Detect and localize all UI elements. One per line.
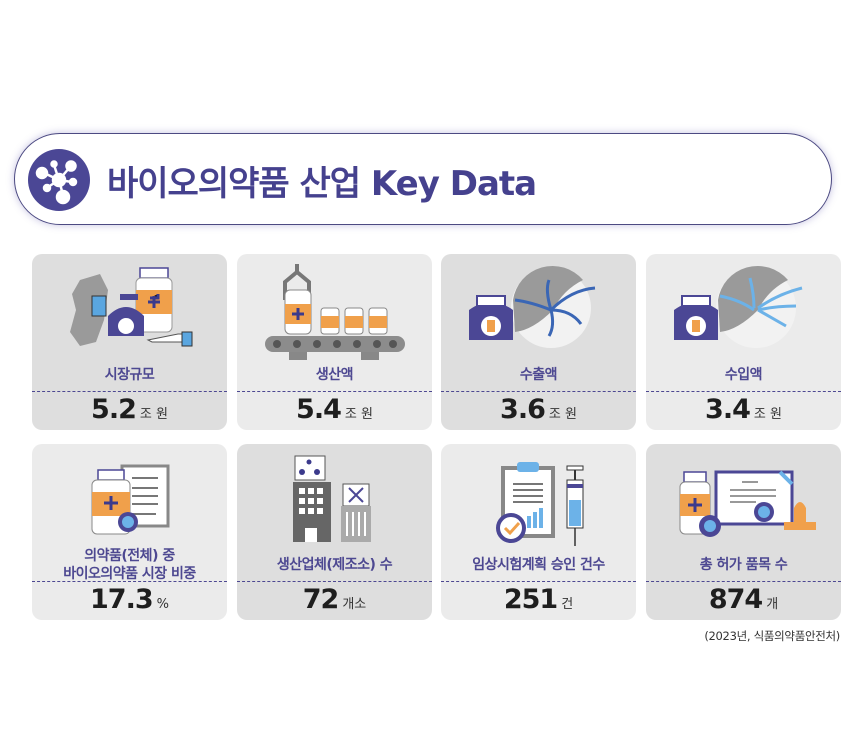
metric-value: 3.4 xyxy=(705,394,751,425)
molecule-network-icon xyxy=(28,149,90,211)
metric-unit: 건 xyxy=(561,597,574,612)
divider xyxy=(32,391,227,392)
value-row: 72 개소 xyxy=(237,584,432,615)
value-row: 17.3% xyxy=(32,584,227,615)
metric-unit: 조 원 xyxy=(753,407,782,422)
title-banner: 바이오의약품 산업 Key Data xyxy=(14,133,832,225)
divider xyxy=(32,581,227,582)
metric-value: 5.4 xyxy=(296,394,342,425)
metric-unit: 조 원 xyxy=(548,407,577,422)
card-manufacturers: 생산업체(제조소) 수 72 개소 xyxy=(237,444,432,620)
approval-certificate-stamp-icon xyxy=(646,450,841,550)
card-production: 생산액 5.4 조 원 xyxy=(237,254,432,430)
value-row: 251 건 xyxy=(441,584,636,615)
export-globe-icon xyxy=(441,260,636,360)
card-label-line2: 바이오의약품 시장 비중 xyxy=(63,566,196,582)
card-label: 수입액 xyxy=(724,367,763,383)
metric-unit: % xyxy=(156,597,169,612)
card-approved-products: 총 허가 품목 수 874 개 xyxy=(646,444,841,620)
import-globe-icon xyxy=(646,260,841,360)
manufacturer-buildings-icon xyxy=(237,450,432,550)
card-market-size: 시장규모 5.2 조 원 xyxy=(32,254,227,430)
metric-unit: 조 원 xyxy=(139,407,168,422)
divider xyxy=(237,581,432,582)
market-share-certificate-icon xyxy=(32,450,227,550)
metric-value: 874 xyxy=(708,584,763,615)
card-market-share: 의약품(전체) 중 바이오의약품 시장 비중 17.3% xyxy=(32,444,227,620)
metric-value: 5.2 xyxy=(91,394,137,425)
value-row: 3.6 조 원 xyxy=(441,394,636,425)
value-row: 874 개 xyxy=(646,584,841,615)
card-label-line1: 의약품(전체) 중 xyxy=(84,548,175,564)
card-clinical-trials: 임상시험계획 승인 건수 251 건 xyxy=(441,444,636,620)
metric-value: 251 xyxy=(503,584,558,615)
metric-value: 3.6 xyxy=(500,394,546,425)
metric-unit: 조 원 xyxy=(344,407,373,422)
production-conveyor-icon xyxy=(237,260,432,360)
card-label: 수출액 xyxy=(519,367,558,383)
divider xyxy=(441,581,636,582)
metric-unit: 개 xyxy=(766,597,779,612)
source-note: (2023년, 식품의약품안전처) xyxy=(704,629,840,643)
metric-unit: 개소 xyxy=(342,597,367,612)
value-row: 3.4 조 원 xyxy=(646,394,841,425)
value-row: 5.4 조 원 xyxy=(237,394,432,425)
market-size-scale-icon xyxy=(32,260,227,360)
card-import: 수입액 3.4 조 원 xyxy=(646,254,841,430)
card-label: 의약품(전체) 중 바이오의약품 시장 비중 xyxy=(32,547,227,583)
card-label: 생산액 xyxy=(315,367,354,383)
page-title: 바이오의약품 산업 Key Data xyxy=(107,164,537,204)
card-label: 생산업체(제조소) 수 xyxy=(276,557,393,573)
card-label: 임상시험계획 승인 건수 xyxy=(472,557,605,573)
card-export: 수출액 3.6 조 원 xyxy=(441,254,636,430)
card-label: 시장규모 xyxy=(104,367,155,383)
divider xyxy=(237,391,432,392)
card-label: 총 허가 품목 수 xyxy=(699,557,788,573)
divider xyxy=(646,391,841,392)
divider xyxy=(441,391,636,392)
divider xyxy=(646,581,841,582)
value-row: 5.2 조 원 xyxy=(32,394,227,425)
metric-value: 17.3 xyxy=(90,584,154,615)
clinical-trial-clipboard-icon xyxy=(441,450,636,550)
metric-value: 72 xyxy=(302,584,340,615)
